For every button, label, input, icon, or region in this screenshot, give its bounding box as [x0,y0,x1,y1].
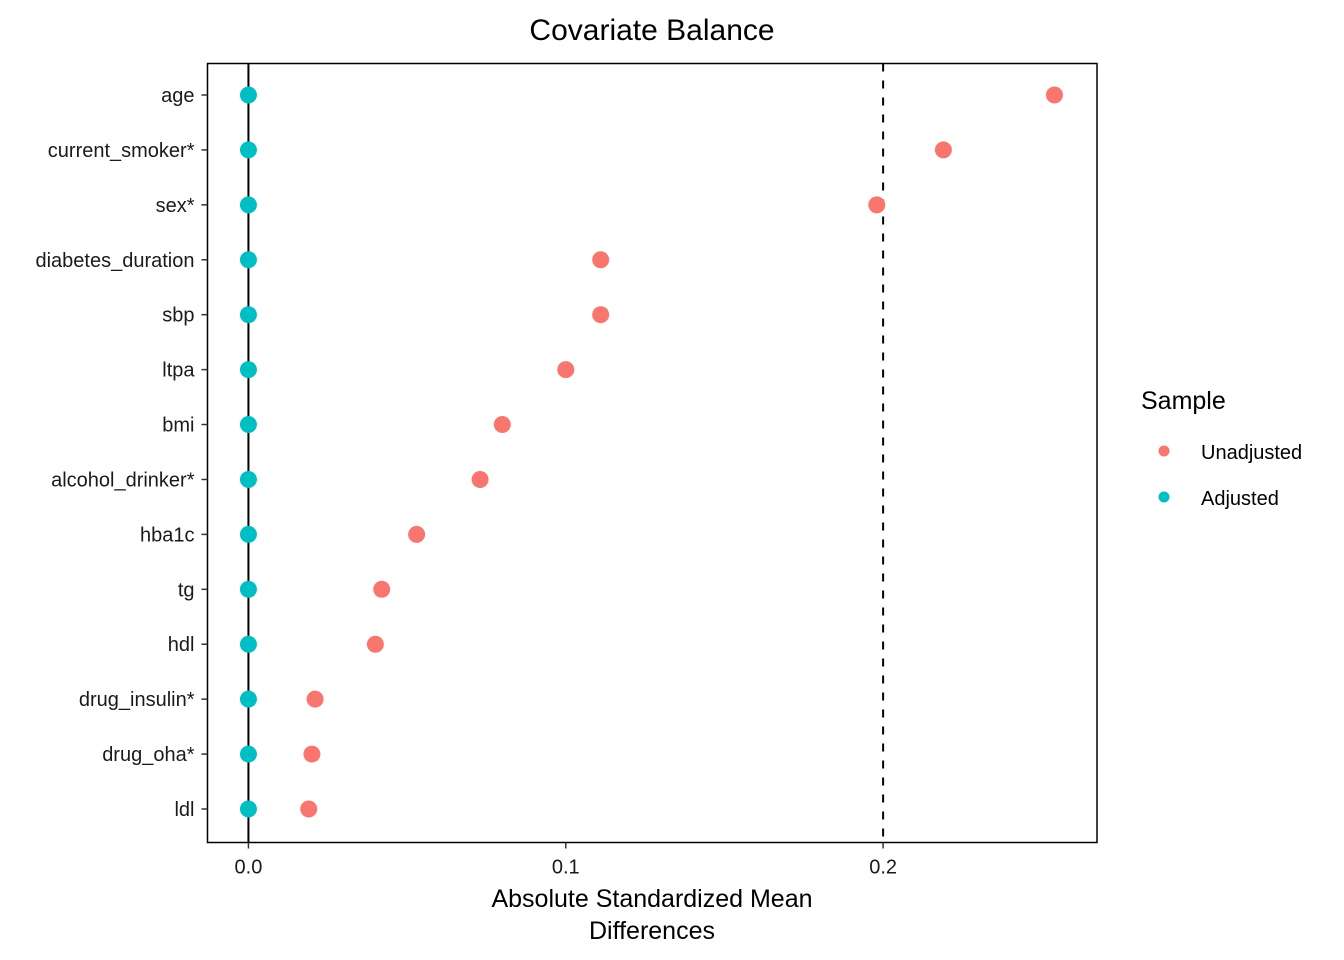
y-tick-label: diabetes_duration [35,250,194,272]
y-tick-label: current_smoker* [48,140,195,162]
point-adjusted [239,745,257,763]
point-unadjusted [471,470,489,488]
point-unadjusted [303,745,321,763]
y-tick-label: drug_insulin* [79,689,195,711]
point-adjusted [239,525,257,543]
point-adjusted [239,416,257,434]
legend-title: Sample [1141,387,1226,415]
point-unadjusted [300,800,318,818]
y-tick-label: ltpa [162,360,195,382]
y-tick-label: ldl [174,799,194,821]
y-tick-label: drug_oha* [102,744,195,766]
x-axis-label-line1: Absolute Standardized Mean [491,885,812,913]
y-tick-label: tg [178,579,195,601]
point-unadjusted [306,690,324,708]
point-adjusted [239,306,257,324]
point-unadjusted [493,416,511,434]
series-adjusted [239,86,257,818]
point-unadjusted [557,361,575,379]
x-axis: 0.0 0.1 0.2 [235,842,897,879]
x-tick-label: 0.0 [235,857,263,879]
legend: Sample Unadjusted Adjusted [1141,387,1302,510]
point-unadjusted [373,580,391,598]
y-tick-label: sex* [156,195,195,217]
y-tick-label: alcohol_drinker* [51,469,195,491]
legend-item-adjusted: Adjusted [1158,488,1279,510]
point-adjusted [239,690,257,708]
point-unadjusted [592,306,610,324]
y-tick-label: hdl [168,634,195,656]
point-unadjusted [408,525,426,543]
point-adjusted [239,470,257,488]
point-unadjusted [366,635,384,653]
data-points [239,86,1063,818]
legend-key-unadjusted [1158,445,1170,457]
y-tick-label: age [161,85,194,107]
chart-title: Covariate Balance [529,14,774,47]
point-unadjusted [934,141,952,159]
point-unadjusted [868,196,886,214]
legend-label-unadjusted: Unadjusted [1201,442,1302,464]
point-adjusted [239,361,257,379]
point-unadjusted [1045,86,1063,104]
panel-border [206,62,1098,844]
point-adjusted [239,86,257,104]
point-adjusted [239,196,257,214]
point-adjusted [239,141,257,159]
y-axis: age current_smoker* sex* diabetes_durations… [35,85,208,821]
x-tick-label: 0.1 [552,857,580,879]
legend-item-unadjusted: Unadjusted [1158,442,1302,464]
point-adjusted [239,251,257,269]
legend-label-adjusted: Adjusted [1201,488,1279,510]
reference-lines [247,63,885,843]
y-tick-label: hba1c [140,524,195,546]
x-axis-label-line2: Differences [589,917,715,945]
legend-key-adjusted [1158,491,1170,503]
point-unadjusted [592,251,610,269]
plot-panel [206,62,1098,844]
y-tick-label: bmi [162,415,194,437]
x-tick-label: 0.2 [869,857,897,879]
point-adjusted [239,800,257,818]
y-tick-label: sbp [162,305,194,327]
point-adjusted [239,635,257,653]
point-adjusted [239,580,257,598]
series-unadjusted [300,86,1063,818]
